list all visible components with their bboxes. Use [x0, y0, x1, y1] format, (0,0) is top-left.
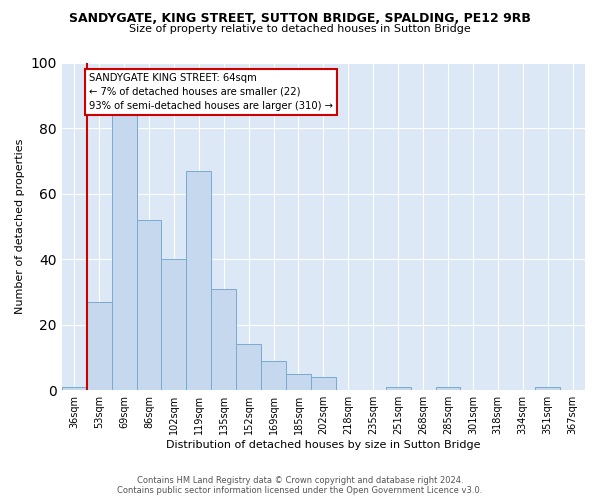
- Y-axis label: Number of detached properties: Number of detached properties: [15, 139, 25, 314]
- Bar: [161, 260, 187, 390]
- Bar: [261, 361, 286, 390]
- Bar: [112, 116, 137, 390]
- Bar: [211, 289, 236, 390]
- Text: Size of property relative to detached houses in Sutton Bridge: Size of property relative to detached ho…: [129, 24, 471, 34]
- Bar: [386, 387, 410, 390]
- X-axis label: Distribution of detached houses by size in Sutton Bridge: Distribution of detached houses by size …: [166, 440, 481, 450]
- Bar: [436, 387, 460, 390]
- Bar: [62, 387, 87, 390]
- Bar: [311, 377, 336, 390]
- Text: SANDYGATE KING STREET: 64sqm
← 7% of detached houses are smaller (22)
93% of sem: SANDYGATE KING STREET: 64sqm ← 7% of det…: [89, 73, 333, 111]
- Text: SANDYGATE, KING STREET, SUTTON BRIDGE, SPALDING, PE12 9RB: SANDYGATE, KING STREET, SUTTON BRIDGE, S…: [69, 12, 531, 26]
- Bar: [286, 374, 311, 390]
- Bar: [87, 302, 112, 390]
- Bar: [535, 387, 560, 390]
- Text: Contains HM Land Registry data © Crown copyright and database right 2024.
Contai: Contains HM Land Registry data © Crown c…: [118, 476, 482, 495]
- Bar: [187, 171, 211, 390]
- Bar: [137, 220, 161, 390]
- Bar: [236, 344, 261, 390]
